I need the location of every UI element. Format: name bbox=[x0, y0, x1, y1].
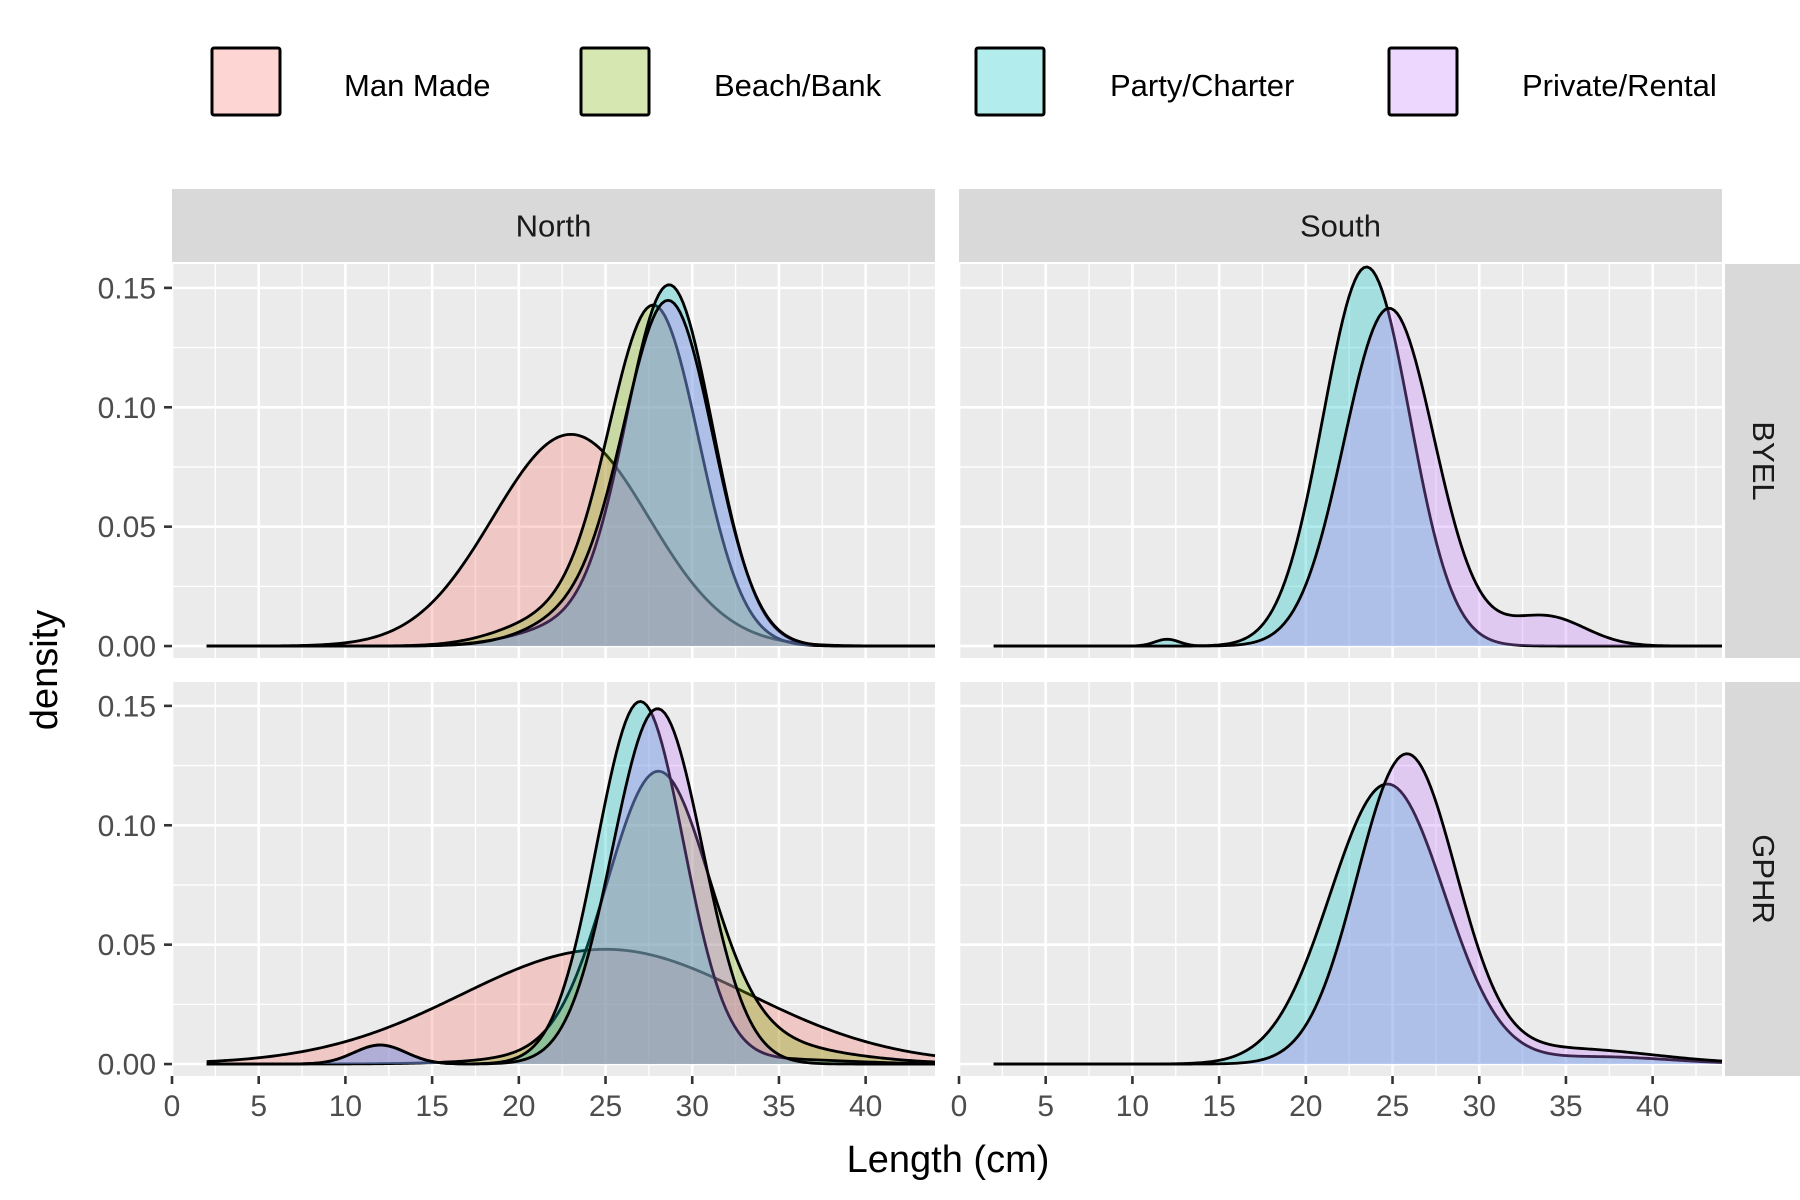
y-tick-label: 0.00 bbox=[98, 1049, 156, 1082]
y-tick-label: 0.15 bbox=[98, 272, 156, 305]
y-tick-label: 0.05 bbox=[98, 511, 156, 544]
panel-north-gphr bbox=[170, 682, 936, 1076]
legend-item-party-charter: Party/Charter bbox=[974, 46, 1294, 117]
density-area-private-rental bbox=[993, 308, 1722, 647]
strip-label-byel: BYEL bbox=[1746, 421, 1781, 500]
x-tick-label: 40 bbox=[849, 1090, 882, 1123]
y-axis-title: density bbox=[24, 610, 66, 730]
y-tick-label: 0.15 bbox=[98, 690, 156, 723]
density-line-beach-bank bbox=[206, 769, 936, 1066]
panel-south-byel bbox=[957, 264, 1722, 658]
legend-key-man-made bbox=[210, 46, 282, 117]
x-axis-title: Length (cm) bbox=[847, 1139, 1050, 1181]
density-line-private-rental bbox=[993, 752, 1723, 1066]
legend-label-beach-bank: Beach/Bank bbox=[714, 68, 882, 103]
x-tick-label: 10 bbox=[329, 1090, 362, 1123]
panel-background bbox=[959, 682, 1722, 1076]
legend-label-man-made: Man Made bbox=[344, 68, 490, 103]
x-tick-label: 5 bbox=[1037, 1090, 1054, 1123]
y-tick-label: 0.10 bbox=[98, 392, 156, 425]
x-tick-label: 20 bbox=[1289, 1090, 1322, 1123]
y-tick-label: 0.10 bbox=[98, 810, 156, 843]
density-area-private-rental bbox=[993, 753, 1722, 1065]
density-line-private-rental bbox=[993, 306, 1722, 648]
x-tick-label: 15 bbox=[415, 1090, 448, 1123]
strip-byel: BYEL bbox=[1725, 264, 1800, 658]
strip-south: South bbox=[959, 189, 1722, 262]
x-tick-label: 25 bbox=[589, 1090, 622, 1123]
strip-background bbox=[1725, 264, 1800, 658]
x-tick-label: 35 bbox=[1549, 1090, 1582, 1123]
density-line-private-rental bbox=[206, 707, 935, 1066]
strip-label-north: North bbox=[516, 209, 592, 244]
density-area-man-made bbox=[206, 434, 935, 647]
x-tick-label: 30 bbox=[676, 1090, 709, 1123]
density-line-private-rental bbox=[206, 298, 935, 648]
facet-panels: North South BYEL GPHR bbox=[170, 189, 1800, 1076]
x-tick-label: 20 bbox=[502, 1090, 535, 1123]
density-area-party-charter bbox=[206, 701, 935, 1065]
panel-north-byel bbox=[170, 264, 935, 658]
x-tick-label: 0 bbox=[951, 1090, 968, 1123]
legend-label-party-charter: Party/Charter bbox=[1110, 68, 1294, 103]
x-tick-label: 0 bbox=[164, 1090, 181, 1123]
x-tick-label: 40 bbox=[1636, 1090, 1669, 1123]
x-tick-label: 35 bbox=[762, 1090, 795, 1123]
strip-background bbox=[1725, 682, 1800, 1076]
strip-label-south: South bbox=[1300, 209, 1381, 244]
axes: 0.00 0.05 0.10 0.15 0.00 0.05 0.10 0.15 0 5 10 15 20… bbox=[98, 272, 1670, 1123]
legend-label-private-rental: Private/Rental bbox=[1522, 68, 1717, 103]
x-tick-label: 15 bbox=[1202, 1090, 1235, 1123]
x-tick-label: 5 bbox=[250, 1090, 267, 1123]
strip-label-gphr: GPHR bbox=[1746, 834, 1781, 924]
legend-key-private-rental bbox=[1387, 46, 1459, 117]
legend-key-beach-bank bbox=[579, 46, 651, 117]
legend-item-man-made: Man Made bbox=[210, 46, 490, 117]
density-area-party-charter bbox=[993, 784, 1722, 1065]
legend-key-party-charter bbox=[974, 46, 1046, 117]
x-tick-label: 30 bbox=[1463, 1090, 1496, 1123]
strip-north: North bbox=[172, 189, 935, 262]
strip-background bbox=[172, 189, 935, 262]
legend-item-beach-bank: Beach/Bank bbox=[579, 46, 882, 117]
x-tick-label: 10 bbox=[1116, 1090, 1149, 1123]
x-tick-label: 25 bbox=[1376, 1090, 1409, 1123]
panel-south-gphr bbox=[957, 682, 1723, 1076]
density-area-party-charter bbox=[993, 266, 1722, 647]
panel-background bbox=[172, 682, 935, 1076]
strip-background bbox=[959, 189, 1722, 262]
density-line-man-made bbox=[206, 947, 936, 1063]
legend: Man Made Beach/Bank Party/Charter Private/R… bbox=[210, 46, 1717, 117]
y-tick-label: 0.00 bbox=[98, 631, 156, 664]
density-area-beach-bank bbox=[206, 305, 935, 647]
legend-item-private-rental: Private/Rental bbox=[1387, 46, 1717, 117]
y-tick-label: 0.05 bbox=[98, 929, 156, 962]
strip-gphr: GPHR bbox=[1725, 682, 1800, 1076]
